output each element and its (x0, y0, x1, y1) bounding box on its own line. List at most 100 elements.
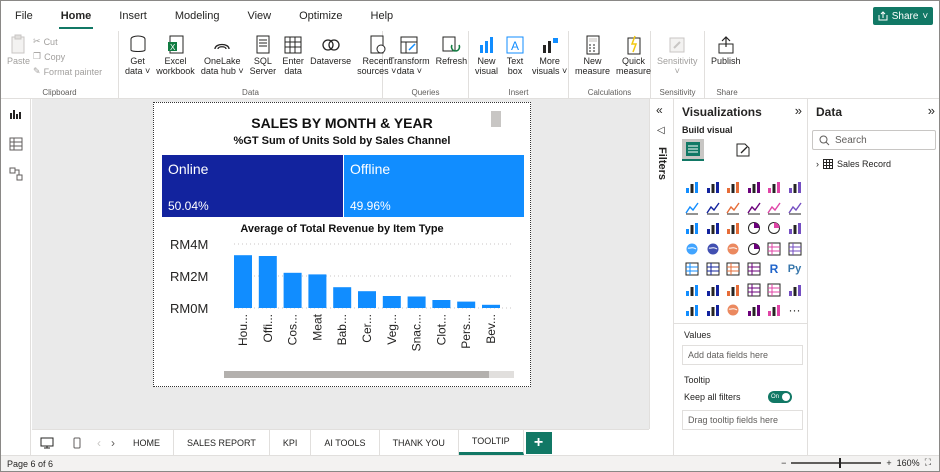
zoom-slider[interactable] (791, 457, 882, 468)
python-visual-visual-icon[interactable]: Py (787, 263, 802, 275)
key-influencers-visual-icon[interactable] (682, 280, 702, 300)
azure-map-visual-icon[interactable] (723, 239, 743, 259)
line-clustered-visual-icon[interactable] (764, 198, 784, 218)
add-page-button[interactable]: + (525, 431, 552, 454)
collapse-data-icon[interactable]: » (927, 103, 935, 118)
r-visual-visual-icon[interactable]: R (769, 262, 779, 276)
dataverse-button[interactable]: Dataverse (307, 31, 354, 99)
collapse-visualizations-icon[interactable]: » (794, 103, 802, 118)
menu-view[interactable]: View (247, 10, 272, 22)
sensitivity-button[interactable]: Sensitivity ˅ (654, 31, 701, 99)
desktop-layout-button[interactable] (32, 430, 62, 456)
publish-button[interactable]: Publish (708, 31, 744, 99)
card-visual-icon[interactable] (764, 239, 784, 259)
transform-data-button[interactable]: Transform data ˅ (386, 31, 433, 99)
report-view-button[interactable] (1, 99, 31, 129)
paginated-visual-icon[interactable] (764, 280, 784, 300)
qa-visual-icon[interactable] (723, 280, 743, 300)
arcgis-visual-icon[interactable] (723, 300, 743, 320)
onelake-button[interactable]: OneLake data hub ˅ (198, 31, 247, 99)
bar[interactable] (457, 301, 476, 308)
keep-filters-toggle[interactable]: On (768, 391, 792, 403)
stacked-column-visual-icon[interactable] (703, 177, 723, 197)
menu-optimize[interactable]: Optimize (299, 10, 343, 22)
zoom-in-icon[interactable]: + (886, 457, 892, 468)
multi-row-card-visual-icon[interactable] (785, 239, 805, 259)
new-measure-button[interactable]: New measure (572, 31, 613, 99)
tooltip-page[interactable]: SALES BY MONTH & YEAR %GT Sum of Units S… (153, 102, 531, 387)
zoom-slider-thumb[interactable] (839, 457, 842, 468)
bar[interactable] (358, 291, 376, 308)
model-view-button[interactable] (1, 159, 31, 189)
bar[interactable] (432, 300, 451, 308)
bar[interactable] (308, 274, 327, 308)
bar[interactable] (258, 256, 277, 308)
fit-page-icon[interactable]: ⛶ (924, 457, 931, 467)
decomp-tree-visual-icon[interactable] (703, 280, 723, 300)
100-column-visual-icon[interactable] (785, 177, 805, 197)
treemap-visual-icon[interactable] (785, 218, 805, 238)
waterfall-visual-icon[interactable] (682, 218, 702, 238)
bar[interactable] (333, 287, 352, 308)
scatter-visual-icon[interactable] (723, 218, 743, 238)
powerapps-visual-icon[interactable] (682, 300, 702, 320)
page-tab-ai-tools[interactable]: AI TOOLS (311, 430, 380, 455)
chevron-visual-visual-icon[interactable] (764, 300, 784, 320)
clustered-bar-visual-icon[interactable] (723, 177, 743, 197)
page-tab-home[interactable]: HOME (120, 430, 174, 455)
page-tab-sales-report[interactable]: SALES REPORT (174, 430, 270, 455)
bar[interactable] (482, 304, 500, 308)
narrative-visual-icon[interactable] (744, 280, 764, 300)
sql-server-button[interactable]: SQL Server (247, 31, 280, 99)
ribbon-visual-icon[interactable] (785, 198, 805, 218)
stacked-bar-visual-icon[interactable] (682, 177, 702, 197)
chevron-right-icon[interactable]: › (816, 159, 819, 169)
offline-card[interactable]: Offline 49.96% (344, 155, 524, 217)
matrix-visual-icon[interactable] (744, 259, 764, 279)
line-visual-icon[interactable] (682, 198, 702, 218)
vertical-scroll-thumb[interactable] (491, 111, 501, 127)
build-visual-button[interactable] (682, 139, 704, 161)
horizontal-scroll-thumb[interactable] (224, 371, 489, 378)
gauge-visual-icon[interactable] (744, 239, 764, 259)
table-view-button[interactable] (1, 129, 31, 159)
get-data-button[interactable]: Get data ˅ (122, 31, 153, 99)
clustered-column-visual-icon[interactable] (744, 177, 764, 197)
excel-workbook-button[interactable]: X Excel workbook (153, 31, 198, 99)
bar[interactable] (407, 296, 426, 308)
menu-file[interactable]: File (15, 10, 33, 22)
scroll-left-icon[interactable]: ‹ (97, 435, 101, 450)
funnel-visual-icon[interactable] (703, 218, 723, 238)
area-visual-icon[interactable] (703, 198, 723, 218)
donut-visual-icon[interactable] (764, 218, 784, 238)
line-column-visual-icon[interactable] (744, 198, 764, 218)
menu-insert[interactable]: Insert (119, 10, 147, 22)
menu-home[interactable]: Home (47, 1, 106, 31)
share-button[interactable]: Share ˅ (873, 7, 933, 25)
tooltip-field-well[interactable]: Drag tooltip fields here (682, 410, 803, 430)
page-tab-thank-you[interactable]: THANK YOU (380, 430, 459, 455)
scroll-right-icon[interactable]: › (111, 435, 115, 450)
cut-button[interactable]: ✂ Cut (33, 35, 102, 48)
revenue-bar-chart[interactable]: RM4M RM2M RM0M Hou... Offi... Cos... Meat Bab..… (154, 239, 529, 369)
100-bar-visual-icon[interactable] (764, 177, 784, 197)
search-input[interactable]: Search (812, 130, 936, 150)
bar[interactable] (234, 255, 252, 308)
filled-map-visual-icon[interactable] (703, 239, 723, 259)
stacked-area-visual-icon[interactable] (723, 198, 743, 218)
menu-modeling[interactable]: Modeling (174, 10, 220, 22)
slicer-visual-icon[interactable] (703, 259, 723, 279)
more-visuals-button[interactable]: More visuals ˅ (529, 31, 570, 99)
text-box-button[interactable]: A Text box (501, 31, 529, 99)
metrics-visual-icon[interactable] (785, 280, 805, 300)
table-visual-icon[interactable] (723, 259, 743, 279)
format-painter-button[interactable]: ✎ Format painter (33, 65, 102, 78)
pie-visual-icon[interactable] (744, 218, 764, 238)
paste-button[interactable]: Paste (4, 31, 33, 99)
horizontal-scrollbar[interactable] (224, 371, 514, 378)
enter-data-button[interactable]: Enter data (279, 31, 307, 99)
copy-button[interactable]: ❐ Copy (33, 50, 102, 63)
filters-pane-collapsed[interactable]: « ◁ Filters (649, 99, 673, 429)
map-visual-icon[interactable] (682, 239, 702, 259)
menu-help[interactable]: Help (370, 10, 394, 22)
